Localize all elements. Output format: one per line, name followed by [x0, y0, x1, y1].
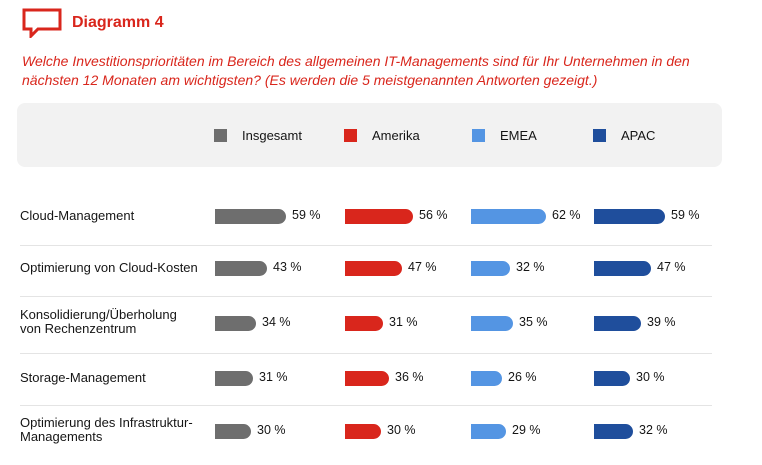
value-label-insgesamt: 31 %: [259, 370, 288, 384]
legend-item-emea: EMEA: [472, 103, 537, 167]
value-label-amerika: 47 %: [408, 260, 437, 274]
value-label-apac: 30 %: [636, 370, 665, 384]
bar-emea: [471, 315, 513, 331]
bar-apac: [594, 370, 630, 386]
value-label-amerika: 30 %: [387, 423, 416, 437]
category-label: Cloud-Management: [20, 208, 135, 223]
legend-label-emea: EMEA: [500, 127, 537, 143]
row-divider: [20, 405, 712, 406]
bar-apac: [594, 315, 641, 331]
legend-swatch-insgesamt: [214, 128, 227, 142]
value-label-emea: 29 %: [512, 423, 541, 437]
bar-amerika: [345, 260, 402, 276]
row-divider: [20, 296, 712, 297]
value-label-amerika: 56 %: [419, 208, 448, 222]
category-label: Storage-Management: [20, 370, 146, 385]
legend-item-apac: APAC: [593, 103, 655, 167]
bar-amerika: [345, 423, 381, 439]
value-label-apac: 39 %: [647, 315, 676, 329]
category-label: Optimierung des Infrastruktur-Management…: [20, 415, 193, 444]
bar-amerika: [345, 370, 389, 386]
legend-item-insgesamt: Insgesamt: [214, 103, 302, 167]
category-label: Konsolidierung/Überholung von Rechenzent…: [20, 307, 177, 336]
bar-emea: [471, 208, 546, 224]
bar-apac: [594, 208, 665, 224]
legend-swatch-apac: [593, 128, 606, 142]
legend-label-insgesamt: Insgesamt: [242, 127, 302, 143]
legend-swatch-emea: [472, 128, 485, 142]
value-label-insgesamt: 34 %: [262, 315, 291, 329]
category-label: Optimierung von Cloud-Kosten: [20, 260, 198, 275]
legend-item-amerika: Amerika: [344, 103, 420, 167]
value-label-amerika: 31 %: [389, 315, 418, 329]
legend-label-amerika: Amerika: [372, 127, 420, 143]
value-label-apac: 59 %: [671, 208, 700, 222]
legend: Insgesamt Amerika EMEA APAC: [17, 103, 722, 167]
bar-emea: [471, 423, 506, 439]
bar-insgesamt: [215, 260, 267, 276]
value-label-apac: 32 %: [639, 423, 668, 437]
row-divider: [20, 353, 712, 354]
bar-insgesamt: [215, 208, 286, 224]
bar-emea: [471, 370, 502, 386]
value-label-emea: 26 %: [508, 370, 537, 384]
value-label-insgesamt: 59 %: [292, 208, 321, 222]
value-label-emea: 32 %: [516, 260, 545, 274]
diagram-label: Diagramm 4: [72, 14, 164, 31]
value-label-emea: 35 %: [519, 315, 548, 329]
value-label-emea: 62 %: [552, 208, 581, 222]
legend-label-apac: APAC: [621, 127, 656, 143]
value-label-amerika: 36 %: [395, 370, 424, 384]
bar-amerika: [345, 315, 383, 331]
bar-insgesamt: [215, 370, 253, 386]
bar-apac: [594, 423, 633, 439]
bar-emea: [471, 260, 510, 276]
chart-header: Diagramm 4: [22, 8, 164, 38]
value-label-insgesamt: 30 %: [257, 423, 286, 437]
bar-apac: [594, 260, 651, 276]
bar-insgesamt: [215, 315, 256, 331]
chart-question: Welche Investitionsprioritäten im Bereic…: [22, 53, 690, 88]
legend-swatch-amerika: [344, 128, 357, 142]
bar-amerika: [345, 208, 413, 224]
bar-insgesamt: [215, 423, 251, 439]
speech-bubble-icon: [22, 8, 62, 38]
value-label-insgesamt: 43 %: [273, 260, 302, 274]
row-divider: [20, 245, 712, 246]
value-label-apac: 47 %: [657, 260, 686, 274]
